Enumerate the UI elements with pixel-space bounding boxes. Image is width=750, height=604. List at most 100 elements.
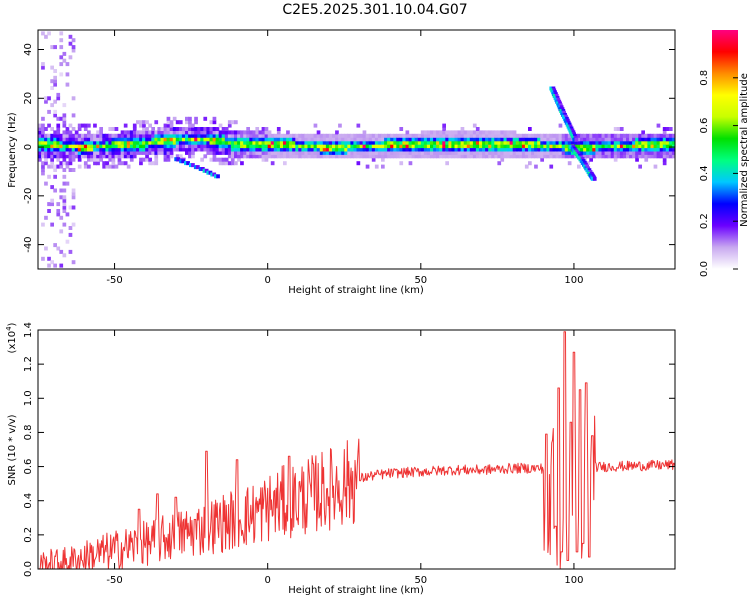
- spectrogram-cell: [325, 150, 330, 155]
- spectrogram-cell: [475, 127, 480, 131]
- spectrogram-cell: [365, 154, 370, 159]
- spectrogram-cell: [583, 133, 587, 138]
- spectrogram-cell: [610, 147, 615, 152]
- spectrogram-cell: [607, 144, 612, 149]
- spectrogram-cell: [276, 127, 281, 131]
- spectrogram-cell: [93, 161, 97, 166]
- spectrogram-cell: [283, 140, 287, 145]
- spectrogram-cell: [347, 150, 351, 155]
- spectrogram-cell: [148, 161, 152, 166]
- spectrogram-cell: [442, 154, 446, 159]
- spectrogram-cell: [90, 137, 94, 142]
- snr-y-tick-label: 0.0: [23, 561, 34, 577]
- spectrogram-cell: [132, 123, 137, 128]
- spectrogram-cell: [399, 137, 404, 142]
- spectrogram-cell: [185, 147, 189, 152]
- spectrogram-cell: [426, 137, 431, 142]
- spectrogram-cell: [488, 140, 492, 145]
- spectrogram-cell: [53, 113, 57, 118]
- spectrogram-cell: [83, 127, 88, 131]
- spectrogram-cell: [537, 147, 541, 152]
- spectrogram-cell: [650, 140, 655, 145]
- spectrogram-cell: [145, 120, 149, 125]
- spectrogram-cell: [151, 147, 155, 152]
- spectrogram-cell: [356, 133, 361, 138]
- spectrogram-cell: [656, 147, 661, 152]
- spectrogram-cell: [295, 144, 299, 149]
- spectrogram-cell: [154, 140, 159, 145]
- spectrogram-cell: [356, 144, 361, 149]
- spectrogram-cell: [374, 154, 379, 159]
- spectrogram-cell: [503, 154, 508, 159]
- spectrogram-cell: [629, 150, 633, 155]
- spectrogram-cell: [139, 150, 143, 155]
- spectrogram-cell: [214, 174, 218, 179]
- spectrogram-cell: [114, 140, 119, 145]
- spectrogram-cell: [215, 127, 220, 131]
- spectrogram-cell: [160, 140, 165, 145]
- spectrogram-cell: [283, 154, 287, 159]
- spectrogram-cell: [595, 150, 600, 155]
- spectrogram-cell: [546, 154, 551, 159]
- spectrogram-cell: [601, 137, 606, 142]
- spectrogram-cell: [123, 154, 128, 159]
- spectrogram-cell: [647, 154, 652, 159]
- spectrogram-cell: [512, 137, 517, 142]
- spectrogram-cell: [41, 164, 45, 169]
- spectrogram-cell: [656, 137, 661, 142]
- spectrogram-cell: [509, 147, 514, 152]
- spectrogram-cell: [356, 147, 361, 152]
- spectrogram-cell: [41, 144, 45, 149]
- spectrogram-cell: [638, 154, 642, 159]
- spectrogram-cell: [249, 144, 253, 149]
- spectrogram-cell: [65, 144, 70, 149]
- spectrogram-cell: [515, 133, 520, 138]
- spectrogram-cell: [313, 133, 318, 138]
- spectrogram-cell: [356, 140, 361, 145]
- spectrogram-cell: [632, 140, 636, 145]
- spectrogram-cell: [500, 147, 505, 152]
- spectrogram-cell: [436, 147, 440, 152]
- spectrogram-cell: [295, 140, 299, 145]
- spectrogram-cell: [665, 147, 670, 152]
- spectrogram-cell: [521, 133, 526, 138]
- spectrogram-cell: [396, 147, 400, 152]
- spectrogram-cell: [151, 133, 155, 138]
- spectrogram-cell: [607, 140, 612, 145]
- spectrogram-cell: [56, 246, 61, 251]
- spectrogram-cell: [573, 140, 578, 145]
- spectrogram-cell: [83, 137, 88, 142]
- spectrogram-cell: [240, 147, 244, 152]
- spectrogram-cell: [298, 133, 302, 138]
- spectrogram-cell: [589, 140, 593, 145]
- spectrogram-x-tick-label: 0: [265, 275, 271, 286]
- spectrogram-cell: [172, 144, 177, 149]
- spectrogram-cell: [402, 137, 407, 142]
- spectrogram-cell: [197, 130, 201, 135]
- spectrogram-cell: [460, 140, 465, 145]
- spectrogram-cell: [59, 164, 64, 169]
- spectrogram-cell: [307, 154, 312, 159]
- spectrogram-cell: [206, 130, 211, 135]
- spectrogram-cell: [564, 137, 569, 142]
- spectrogram-cell: [160, 130, 165, 135]
- spectrogram-cell: [310, 137, 315, 142]
- spectrogram-cell: [319, 144, 324, 149]
- spectrogram-cell: [417, 147, 422, 152]
- spectrogram-cell: [509, 154, 514, 159]
- spectrogram-cell: [270, 133, 275, 138]
- spectrogram-cell: [59, 31, 64, 36]
- spectrogram-cell: [613, 154, 618, 159]
- spectrogram-cell: [362, 140, 367, 145]
- spectrogram-cell: [580, 150, 584, 155]
- spectrogram-cell: [267, 150, 272, 155]
- spectrogram-cell: [384, 133, 388, 138]
- spectrogram-cell: [656, 150, 661, 155]
- spectrogram-cell: [638, 140, 642, 145]
- spectrogram-cell: [482, 130, 486, 135]
- spectrogram-cell: [399, 147, 404, 152]
- spectrogram-cell: [264, 130, 269, 135]
- spectrogram-cell: [430, 154, 434, 159]
- spectrogram-cell: [301, 140, 306, 145]
- spectrogram-cell: [613, 140, 618, 145]
